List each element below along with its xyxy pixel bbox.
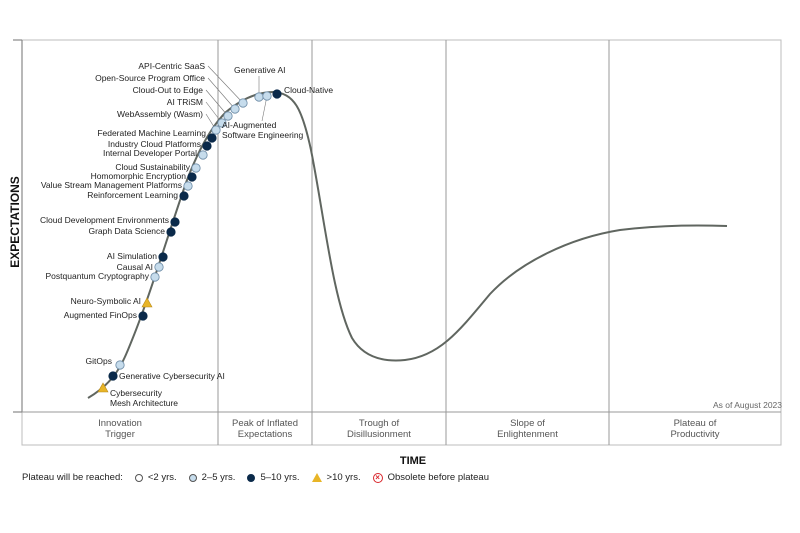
tech-marker-circle: [207, 133, 217, 143]
legend-label: Obsolete before plateau: [387, 472, 489, 483]
tech-marker-circle: [179, 191, 189, 201]
tech-label: Postquantum Cryptography: [46, 271, 150, 281]
tech-marker-circle: [254, 92, 264, 102]
legend-circle-icon: [134, 473, 143, 482]
tech-marker-circle: [108, 371, 118, 381]
tech-marker-circle: [158, 252, 168, 262]
legend-label: <2 yrs.: [147, 472, 177, 483]
tech-label: Neuro-Symbolic AI: [71, 296, 141, 306]
tech-label: Cybersecurity Mesh Architecture: [110, 388, 178, 408]
tech-label: GitOps: [86, 356, 112, 366]
legend-title: Plateau will be reached:: [22, 472, 123, 483]
tech-label: Industry Cloud Platforms: [108, 139, 201, 149]
leader-line: [205, 89, 229, 117]
tech-marker-circle: [115, 360, 125, 370]
tech-marker-circle: [191, 163, 201, 173]
tech-label: AI Simulation: [107, 251, 157, 261]
tech-label: Cloud Sustainability: [115, 162, 190, 172]
tech-marker-circle: [272, 89, 282, 99]
tech-label: Augmented FinOps: [64, 310, 137, 320]
tech-label: Federated Machine Learning: [97, 128, 206, 138]
tech-label: Generative Cybersecurity AI: [119, 371, 225, 381]
tech-marker-circle: [154, 262, 164, 272]
leader-line: [207, 77, 236, 110]
tech-label: Cloud-Out to Edge: [133, 85, 204, 95]
phase-label: Trough of Disillusionment: [347, 418, 411, 440]
tech-label: Causal AI: [117, 262, 153, 272]
tech-label: Open-Source Program Office: [95, 73, 205, 83]
tech-marker-triangle: [141, 297, 153, 308]
tech-marker-circle: [238, 98, 248, 108]
legend-item-under2: <2 yrs.: [134, 472, 177, 483]
legend-label: 5–10 yrs.: [260, 472, 300, 483]
legend-obsolete-icon: ×: [372, 472, 383, 483]
tech-label: AI-Augmented Software Engineering: [222, 120, 304, 140]
y-axis-title: EXPECTATIONS: [8, 176, 22, 268]
legend-item-obsolete: × Obsolete before plateau: [372, 472, 489, 483]
tech-marker-circle: [170, 217, 180, 227]
tech-marker-circle: [183, 181, 193, 191]
tech-label: Internal Developer Portal: [103, 148, 197, 158]
tech-marker-circle: [202, 141, 212, 151]
tech-marker-circle: [198, 150, 208, 160]
tech-marker-circle: [223, 111, 233, 121]
tech-marker-circle: [262, 91, 272, 101]
legend-item-over10: >10 yrs.: [311, 472, 361, 483]
legend-label: 2–5 yrs.: [201, 472, 236, 483]
phase-label: Plateau of Productivity: [670, 418, 719, 440]
tech-label: Reinforcement Learning: [87, 190, 178, 200]
leader-line: [207, 65, 244, 104]
tech-marker-circle: [230, 104, 240, 114]
tech-marker-circle: [187, 172, 197, 182]
tech-marker-circle: [138, 311, 148, 321]
tech-label: Cloud-Native: [284, 85, 333, 95]
tech-marker-circle: [217, 118, 227, 128]
tech-label: WebAssembly (Wasm): [117, 109, 203, 119]
legend-label: >10 yrs.: [326, 472, 361, 483]
tech-label: Cloud Development Environments: [40, 215, 169, 225]
tech-marker-circle: [150, 272, 160, 282]
phase-label: Peak of Inflated Expectations: [232, 418, 298, 440]
legend-triangle-icon: [311, 473, 322, 482]
tech-marker-triangle: [97, 382, 109, 393]
legend-item-5to10: 5–10 yrs.: [247, 472, 300, 483]
legend-item-2to5: 2–5 yrs.: [188, 472, 236, 483]
chart-legend: Plateau will be reached: <2 yrs. 2–5 yrs…: [22, 472, 489, 483]
phase-label: Slope of Enlightenment: [497, 418, 558, 440]
phase-label: Innovation Trigger: [98, 418, 142, 440]
as-of-note: As of August 2023: [713, 400, 782, 410]
tech-marker-circle: [166, 227, 176, 237]
tech-label: Homomorphic Encryption: [91, 171, 187, 181]
tech-label: API-Centric SaaS: [138, 61, 205, 71]
tech-label: Graph Data Science: [88, 226, 165, 236]
chart-frame: [21, 39, 782, 446]
legend-circle-icon: [247, 473, 256, 482]
x-axis-title: TIME: [400, 455, 426, 467]
tech-label: AI TRiSM: [167, 97, 203, 107]
tech-label: Generative AI: [234, 65, 286, 75]
legend-circle-icon: [188, 473, 197, 482]
tech-marker-circle: [211, 125, 221, 135]
tech-label: Value Stream Management Platforms: [41, 180, 182, 190]
